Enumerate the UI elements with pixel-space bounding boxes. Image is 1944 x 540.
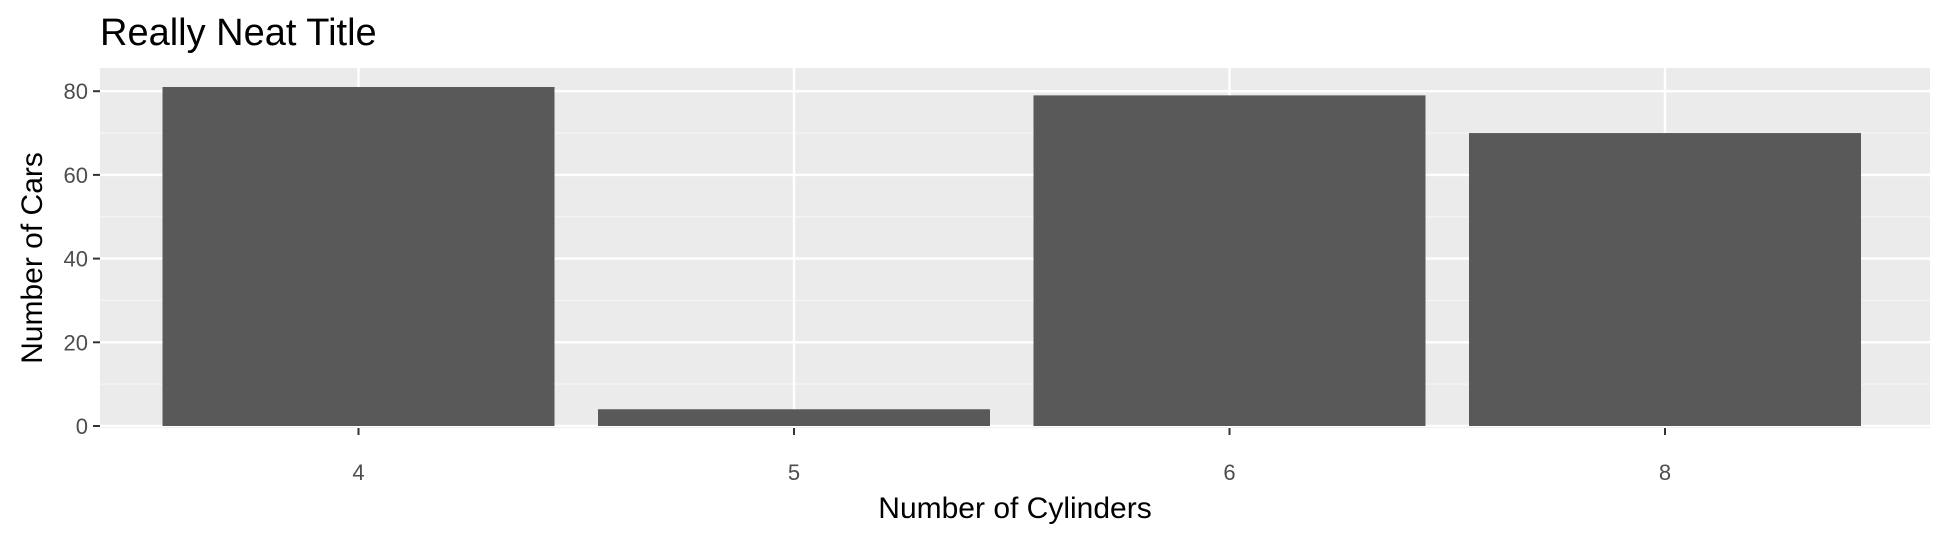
chart-title: Really Neat Title [100, 12, 377, 54]
y-tick-label: 20 [64, 330, 88, 355]
y-axis: 0 20 40 60 80 [64, 79, 100, 439]
x-tick-label: 6 [1223, 460, 1235, 485]
x-tick-label: 4 [352, 460, 364, 485]
bars [162, 87, 1861, 427]
bar-6 [1033, 95, 1426, 426]
x-axis: 4 5 6 8 [352, 428, 1671, 485]
y-tick-label: 60 [64, 163, 88, 188]
x-tick-label: 8 [1659, 460, 1671, 485]
bar-4 [162, 87, 555, 426]
bar-8 [1469, 133, 1861, 427]
bar-5 [598, 409, 990, 426]
x-axis-title: Number of Cylinders [878, 492, 1151, 525]
y-tick-label: 0 [76, 414, 88, 439]
y-tick-label: 80 [64, 79, 88, 104]
x-tick-label: 5 [788, 460, 800, 485]
y-tick-label: 40 [64, 247, 88, 272]
y-axis-title: Number of Cars [16, 152, 49, 364]
